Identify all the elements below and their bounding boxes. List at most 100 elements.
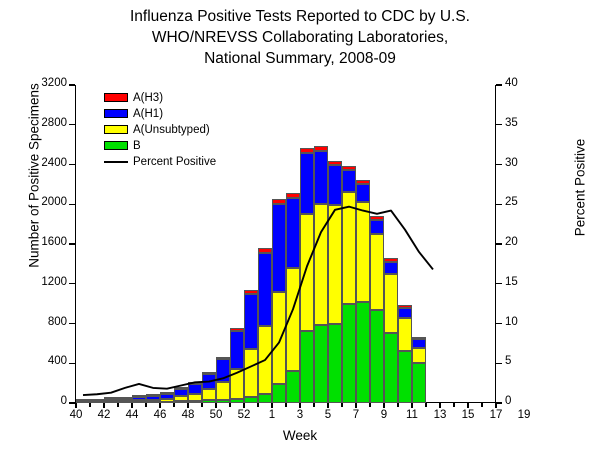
bar-segment-aunsubtyped — [132, 400, 146, 403]
bar-week-3 — [286, 193, 300, 403]
legend-item-label: A(H1) — [133, 107, 164, 120]
y-axis-right-tick-label: 30 — [505, 156, 518, 169]
bar-segment-aunsubtyped — [174, 396, 188, 402]
percent-positive-line — [82, 205, 434, 396]
bar-segment-ah1 — [272, 204, 286, 292]
bar-segment-ah1 — [118, 398, 132, 401]
bar-week-46 — [160, 391, 174, 403]
legend-line-swatch — [104, 157, 128, 166]
bar-segment-aunsubtyped — [356, 202, 370, 302]
bar-segment-b — [244, 397, 258, 403]
bar-segment-ah3 — [300, 147, 314, 153]
bar-segment-ah3 — [314, 145, 328, 151]
x-axis-tick — [467, 403, 469, 408]
bar-segment-ah3 — [356, 180, 370, 185]
bar-segment-b — [286, 371, 300, 403]
y-axis-right-tick-label: 40 — [505, 77, 518, 89]
y-axis-left-tick-label: 2000 — [41, 196, 67, 209]
bar-segment-ah1 — [412, 339, 426, 349]
bar-segment-ah1 — [188, 383, 202, 394]
x-axis-tick-label: 11 — [406, 409, 418, 421]
x-axis-tick — [355, 403, 357, 408]
x-axis-tick-label: 3 — [296, 409, 304, 421]
y-axis-left-tick-label: 0 — [60, 395, 67, 407]
bar-segment-ah1 — [174, 389, 188, 397]
bar-week-6 — [328, 161, 342, 403]
y-axis-right-tick-label: 5 — [505, 355, 512, 368]
bar-segment-ah3 — [244, 289, 258, 294]
bar-segment-ah1 — [300, 152, 314, 215]
x-axis-tick — [75, 403, 77, 408]
x-axis-tick-label: 7 — [352, 409, 360, 421]
bar-segment-ah1 — [370, 220, 384, 235]
bar-segment-aunsubtyped — [230, 368, 244, 399]
legend-item: A(Unsubtyped) — [104, 122, 216, 137]
bar-segment-b — [398, 351, 412, 403]
bar-segment-ah1 — [286, 198, 300, 268]
y-axis-right-tick-label: 10 — [505, 315, 518, 328]
x-axis-tick-label: 9 — [380, 409, 388, 421]
x-axis-tick-label: 1 — [268, 409, 276, 421]
bar-segment-aunsubtyped — [398, 317, 412, 352]
y-axis-left-tick — [69, 322, 75, 325]
bar-segment-b — [188, 400, 202, 403]
x-axis-tick — [425, 403, 427, 407]
bar-week-41 — [90, 398, 104, 403]
bar-segment-ah1 — [104, 399, 118, 402]
x-axis-tick — [285, 403, 287, 407]
x-axis-tick — [495, 403, 497, 408]
bar-week-44 — [132, 395, 146, 403]
bar-week-9 — [370, 216, 384, 403]
bar-week-12 — [412, 337, 426, 403]
x-axis-tick — [201, 403, 203, 407]
bar-segment-ah3 — [230, 327, 244, 331]
bar-segment-ah1 — [216, 358, 230, 382]
y-axis-right-tick-label: 0 — [505, 395, 512, 407]
bar-segment-ah3 — [384, 257, 398, 262]
bar-segment-b — [202, 400, 216, 403]
x-axis-tick — [397, 403, 399, 407]
bar-segment-ah3 — [104, 397, 118, 400]
bar-segment-ah3 — [398, 304, 412, 308]
bar-week-45 — [146, 393, 160, 403]
legend-color-swatch — [104, 125, 128, 134]
x-axis-tick-label: 15 — [461, 409, 475, 421]
y-axis-left-tick-label: 400 — [47, 355, 67, 368]
bar-week-40 — [76, 399, 90, 403]
bar-week-5 — [314, 145, 328, 403]
bar-segment-ah1 — [132, 397, 146, 401]
bar-segment-b — [314, 325, 328, 403]
x-axis-tick — [369, 403, 371, 407]
bar-segment-aunsubtyped — [272, 291, 286, 385]
y-axis-left-tick — [69, 402, 75, 404]
bar-segment-aunsubtyped — [412, 348, 426, 364]
chart-legend: A(H3) A(H1) A(Unsubtyped) B Percent Positive — [104, 90, 216, 170]
bar-segment-aunsubtyped — [342, 192, 356, 304]
bar-segment-b — [216, 399, 230, 403]
bar-segment-b — [174, 400, 188, 403]
bar-segment-ah3 — [286, 193, 300, 199]
bar-segment-ah3 — [328, 161, 342, 166]
y-axis-left-tick — [69, 84, 75, 86]
chart-title-line-1: Influenza Positive Tests Reported to CDC… — [129, 8, 470, 25]
y-axis-right-tick — [496, 124, 502, 126]
x-axis-tick-label: 48 — [181, 409, 195, 421]
x-axis-tick — [131, 403, 133, 408]
bar-segment-ah1 — [160, 393, 174, 399]
x-axis-tick — [243, 403, 245, 408]
bar-segment-ah3 — [342, 166, 356, 171]
y-axis-left-tick — [69, 362, 75, 364]
bar-segment-ah1 — [314, 150, 328, 205]
x-axis-tick — [439, 403, 441, 408]
x-axis-tick — [299, 403, 301, 408]
plot-area — [76, 85, 496, 403]
x-axis-tick — [341, 403, 343, 407]
x-axis-tick — [411, 403, 413, 408]
x-axis-tick-label: 5 — [324, 409, 332, 421]
y-axis-right-tick-label: 15 — [505, 275, 518, 288]
bar-segment-b — [230, 398, 244, 403]
legend-color-swatch — [104, 109, 128, 118]
y-axis-left-tick-label: 3200 — [41, 77, 67, 89]
x-axis-tick — [89, 403, 91, 407]
x-axis-tick-label: 52 — [237, 409, 251, 421]
